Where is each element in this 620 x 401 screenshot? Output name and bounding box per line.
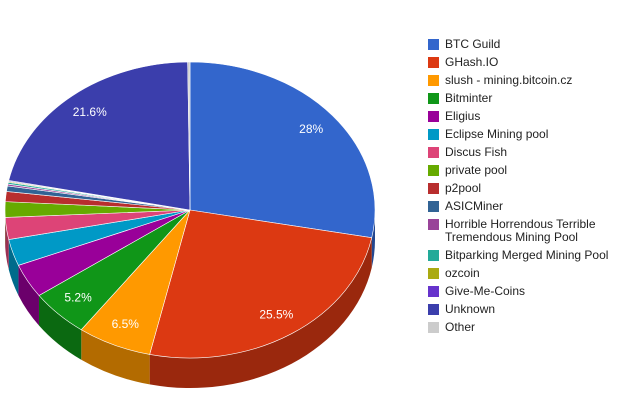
legend-swatch [428,219,439,230]
legend-label: Eclipse Mining pool [445,127,549,141]
data-label: 5.2% [64,291,92,305]
slice [149,209,373,359]
legend-item: Unknown [428,303,618,316]
slice-side [81,329,150,385]
legend-item: Discus Fish [428,146,618,159]
legend-item: ASICMiner [428,200,618,213]
legend-label: ASICMiner [445,199,504,213]
legend-label: GHash.IO [445,55,499,69]
legend-swatch [428,147,439,158]
legend-item: p2pool [428,182,618,195]
legend-label: p2pool [445,181,482,195]
slice [8,61,191,211]
slice [187,61,191,211]
legend-swatch [428,165,439,176]
legend-label: Bitminter [445,91,493,105]
legend-item: Eclipse Mining pool [428,128,618,141]
legend-swatch [428,111,439,122]
slice [189,61,376,239]
legend-item: Other [428,321,618,334]
legend-label: Give-Me-Coins [445,284,526,298]
legend-swatch [428,57,439,68]
legend-swatch [428,322,439,333]
legend-label: ozcoin [445,266,480,280]
data-label: 6.5% [112,317,140,331]
legend-label: Bitparking Merged Mining Pool [445,248,609,262]
legend-swatch [428,304,439,315]
slice-side [18,265,39,326]
slice-side [8,239,19,296]
legend-item: ozcoin [428,267,618,280]
legend-label: Unknown [445,302,496,316]
legend-item: private pool [428,164,618,177]
legend-label: Discus Fish [445,145,508,159]
legend: BTC Guild GHash.IO slush - mining.bitcoin.… [428,38,618,339]
data-label: 21.6% [73,105,107,119]
legend-swatch [428,183,439,194]
legend-label: Eligius [445,109,481,123]
legend-swatch [428,129,439,140]
legend-item: slush - mining.bitcoin.cz [428,74,618,87]
slice-side [5,217,9,270]
pie-sides [5,210,375,388]
legend-swatch [428,286,439,297]
data-label: 28% [299,122,323,136]
legend-label: slush - mining.bitcoin.cz [445,73,573,87]
legend-item: Bitminter [428,92,618,105]
legend-swatch [428,75,439,86]
legend-item: BTC Guild [428,38,618,51]
legend-swatch [428,93,439,104]
legend-label: BTC Guild [445,37,501,51]
slice-side [38,295,82,360]
slice-side [149,237,372,388]
legend-label: Horrible Horrendous Terrible Tremendous … [445,217,596,244]
legend-item: GHash.IO [428,56,618,69]
legend-item: Give-Me-Coins [428,285,618,298]
legend-label: Other [445,320,476,334]
legend-swatch [428,268,439,279]
legend-item: Horrible Horrendous Terrible Tremendous … [428,218,618,244]
legend-item: Eligius [428,110,618,123]
data-label: 25.5% [259,307,293,321]
legend-swatch [428,250,439,261]
legend-label: private pool [445,163,508,177]
legend-item: Bitparking Merged Mining Pool [428,249,618,262]
legend-swatch [428,201,439,212]
legend-swatch [428,39,439,50]
